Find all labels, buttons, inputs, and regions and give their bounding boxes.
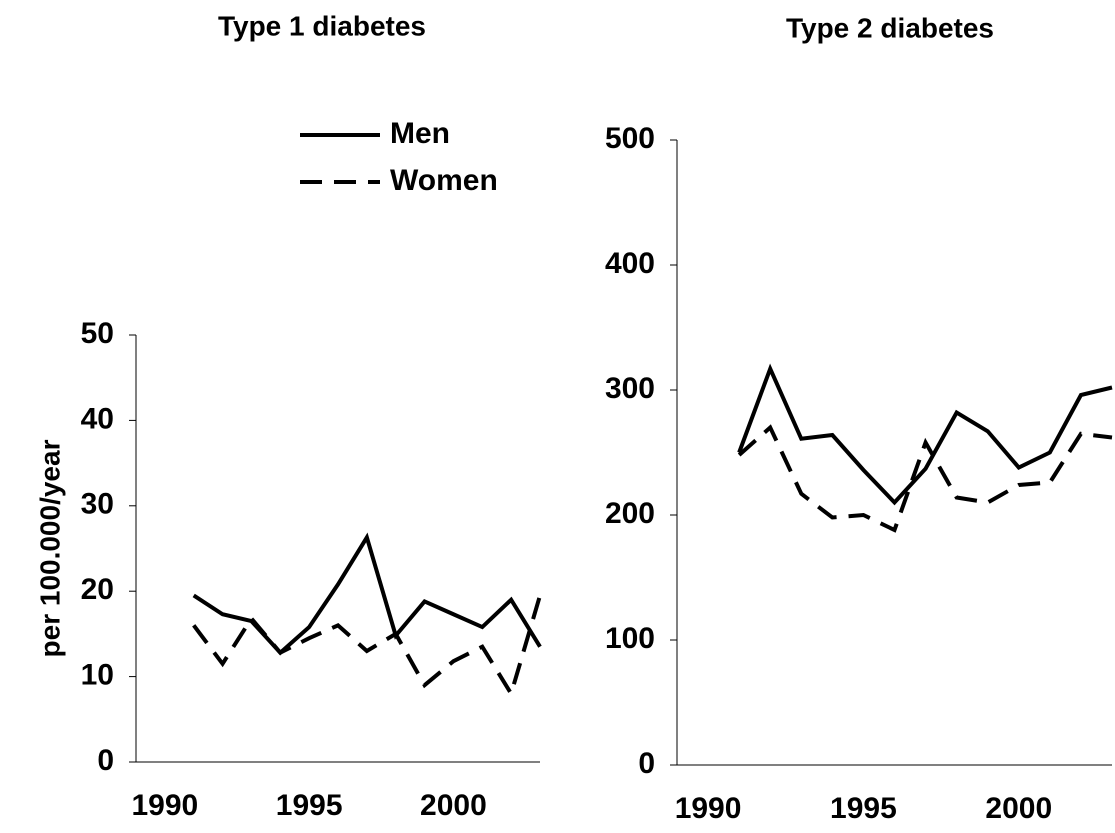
y-tick-label: 500 (605, 122, 655, 155)
x-tick-label: 1995 (830, 792, 897, 825)
line-series (192, 594, 542, 699)
y-tick-label: 100 (605, 622, 655, 655)
y-axis-label: per 100.000/year (34, 439, 65, 657)
x-tick-label: 1990 (131, 789, 198, 822)
y-tick-label: 300 (605, 372, 655, 405)
y-tick-label: 0 (638, 747, 655, 780)
y-tick-label: 10 (81, 659, 114, 692)
line-series (737, 424, 1113, 533)
legend-label: Men (390, 117, 450, 150)
y-tick-label: 30 (81, 488, 114, 521)
x-tick-label: 2000 (985, 792, 1052, 825)
y-tick-label: 40 (81, 402, 114, 435)
y-tick-label: 200 (605, 497, 655, 530)
line-series (737, 363, 1113, 506)
legend-label: Women (390, 164, 498, 197)
y-tick-label: 0 (97, 744, 114, 777)
x-tick-label: 1990 (675, 792, 742, 825)
x-tick-label: 1995 (276, 789, 343, 822)
line-series (192, 532, 542, 656)
x-tick-label: 2000 (420, 789, 487, 822)
chart-title: Type 1 diabetes (218, 10, 426, 41)
y-tick-label: 400 (605, 247, 655, 280)
chart-title: Type 2 diabetes (786, 12, 994, 43)
y-tick-label: 50 (81, 317, 114, 350)
y-tick-label: 20 (81, 573, 114, 606)
